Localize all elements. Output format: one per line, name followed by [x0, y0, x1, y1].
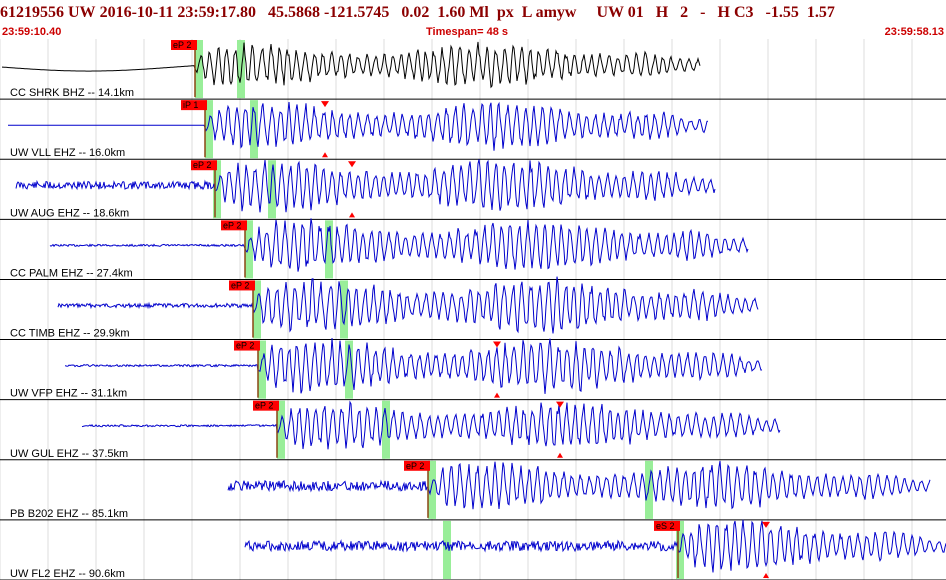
pick-flag[interactable]	[654, 520, 680, 531]
phase-window	[250, 100, 258, 159]
marker-down-icon	[762, 521, 770, 528]
phase-window	[325, 220, 333, 279]
station-label: UW VFP EHZ -- 31.1km	[10, 388, 127, 400]
waveform	[15, 159, 716, 213]
marker-down-icon	[348, 161, 356, 168]
waveform	[57, 276, 759, 334]
marker-up-icon	[322, 152, 328, 158]
marker-down-icon	[556, 401, 564, 408]
trace-row[interactable]: eP 2 CC SHRK BHZ -- 14.1km	[0, 40, 946, 100]
pick-flag[interactable]	[404, 460, 430, 471]
timespan: Timespan= 48 s	[426, 26, 509, 38]
marker-up-icon	[763, 573, 769, 578]
event-id: 61219556	[0, 4, 64, 21]
pick-label: eP 2	[231, 280, 249, 290]
pick-label: eP 2	[255, 401, 273, 411]
event-hc: H C3	[717, 4, 754, 21]
marker-up-icon	[349, 212, 355, 218]
phase-window	[268, 160, 276, 219]
trace-row[interactable]: eS 2 UW FL2 EHZ -- 90.6km	[0, 519, 946, 580]
mag-type: L amyw	[521, 4, 577, 21]
event-num: 2	[680, 4, 689, 21]
event-hflag: H	[655, 4, 669, 21]
pick-label: eP 2	[173, 40, 191, 50]
station-label: UW VLL EHZ -- 16.0km	[10, 147, 125, 159]
phase-window	[382, 400, 390, 459]
waveform	[81, 400, 781, 450]
waveform	[2, 41, 701, 89]
pick-label: eP 2	[193, 160, 211, 170]
station-label: CC SHRK BHZ -- 14.1km	[10, 87, 134, 99]
marker-down-icon	[321, 101, 329, 108]
seismogram-panel[interactable]: eP 2 CC SHRK BHZ -- 14.1km iP 1 UW VLL EHZ …	[0, 39, 946, 580]
trace-row[interactable]: eP 2 UW GUL EHZ -- 37.5km	[0, 400, 946, 461]
phase-window	[645, 460, 653, 519]
event-dash: -	[700, 4, 706, 21]
event-header: 61219556 UW 2016-10-11 23:59:17.80 45.58…	[0, 0, 946, 26]
phase-window	[205, 100, 213, 159]
phase-window	[253, 280, 261, 339]
event-datetime: 2016-10-11 23:59:17.80	[99, 4, 256, 21]
pick-flag[interactable]	[229, 280, 255, 291]
trace-row[interactable]: eP 2 PB B202 EHZ -- 85.1km	[0, 460, 946, 521]
event-lon: -121.5745	[324, 4, 390, 21]
phase-window	[428, 460, 436, 519]
trace-row[interactable]: iP 1 UW VLL EHZ -- 16.0km	[0, 100, 946, 160]
station-label: CC TIMB EHZ -- 29.9km	[10, 328, 130, 340]
phase-window	[258, 340, 266, 399]
marker-up-icon	[494, 392, 500, 398]
station-label: UW FL2 EHZ -- 90.6km	[10, 568, 125, 580]
pick-flag[interactable]	[221, 220, 247, 231]
pick-flag[interactable]	[234, 340, 260, 351]
phase-window	[340, 280, 348, 339]
event-network: UW	[68, 4, 96, 21]
trace-row[interactable]: eP 2 CC PALM EHZ -- 27.4km	[0, 218, 946, 280]
pick-flag[interactable]	[181, 100, 207, 111]
station-label: UW AUG EHZ -- 18.6km	[10, 207, 129, 219]
phase-window	[195, 40, 203, 99]
phase-window	[245, 220, 253, 279]
phase-window	[443, 520, 451, 579]
station-label: UW GUL EHZ -- 37.5km	[10, 448, 128, 460]
station-label: PB B202 EHZ -- 85.1km	[10, 508, 128, 520]
pick-flag[interactable]	[253, 400, 279, 411]
pick-label: eP 2	[236, 341, 254, 351]
waveform	[227, 460, 931, 510]
event-lat: 45.5868	[268, 4, 320, 21]
marker-down-icon	[493, 341, 501, 348]
end-time: 23:59:58.13	[884, 26, 944, 38]
waveform	[8, 101, 709, 151]
waveform	[49, 218, 749, 272]
event-v2: 1.57	[806, 4, 835, 21]
waveform	[244, 519, 946, 573]
start-time: 23:59:10.40	[2, 26, 62, 38]
station-label: CC PALM EHZ -- 27.4km	[10, 267, 133, 279]
trace-row[interactable]: eP 2 CC TIMB EHZ -- 29.9km	[0, 276, 946, 341]
pick-flag[interactable]	[171, 40, 197, 50]
phase-window	[345, 340, 353, 399]
pick-label: eS 2	[656, 521, 675, 531]
event-v1: -1.55	[765, 4, 799, 21]
mag-flags: px	[496, 4, 514, 21]
event-magnitude: 1.60 Ml	[437, 4, 489, 21]
event-depth: 0.02	[401, 4, 430, 21]
trace-row[interactable]: eP 2 UW VFP EHZ -- 31.1km	[0, 338, 946, 401]
time-bar: 23:59:10.40 Timespan= 48 s 23:59:58.13	[0, 26, 946, 39]
pick-label: eP 2	[406, 461, 424, 471]
phase-window	[237, 40, 245, 99]
pick-label: eP 2	[223, 220, 241, 230]
phase-window	[277, 400, 285, 459]
trace-row[interactable]: eP 2 UW AUG EHZ -- 18.6km	[0, 159, 946, 220]
marker-up-icon	[557, 452, 563, 458]
event-network2: UW 01	[596, 4, 644, 21]
pick-flag[interactable]	[191, 160, 217, 171]
pick-label: iP 1	[183, 100, 198, 110]
waveform	[64, 338, 763, 394]
